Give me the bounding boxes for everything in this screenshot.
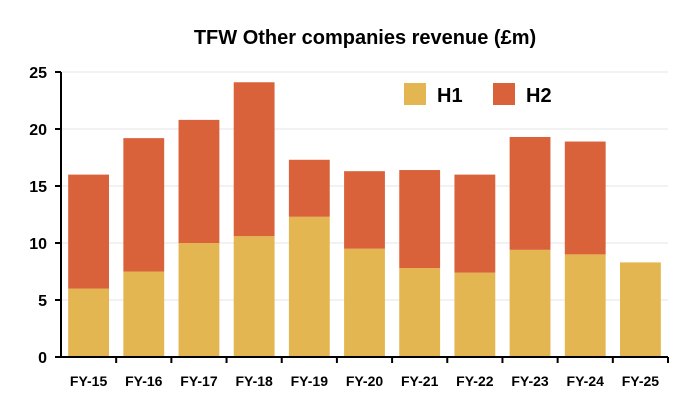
- bar-h2-fy-22: [454, 174, 496, 273]
- x-tick-label: FY-20: [346, 373, 384, 389]
- bar-h2-fy-21: [399, 170, 441, 269]
- bar-h2-fy-23: [509, 136, 551, 250]
- legend-label-h2: H2: [526, 85, 552, 107]
- bar-h2-fy-20: [344, 171, 385, 249]
- x-tick-label: FY-15: [70, 373, 108, 389]
- y-tick-label: 25: [29, 65, 47, 82]
- bar-h1-fy-19: [288, 216, 330, 357]
- bar-h1-fy-25: [619, 262, 661, 357]
- axes: 0 5 10 15 20 25 FY-15 FY-16 FY-17 FY-18 FY-19 FY-20…: [29, 65, 669, 389]
- bar-h2-fy-17: [178, 119, 220, 243]
- bar-h2-fy-19: [288, 159, 330, 217]
- x-tick-label: FY-22: [456, 373, 494, 389]
- bar-h1-fy-15: [68, 288, 110, 357]
- y-tick-label: 20: [29, 122, 47, 139]
- bar-h1-fy-17: [178, 243, 220, 357]
- x-tick-label: FY-23: [511, 373, 549, 389]
- x-tick-label: FY-21: [401, 373, 439, 389]
- x-tick-label: FY-17: [180, 373, 218, 389]
- bar-h1-fy-22: [454, 272, 496, 357]
- bars: [68, 82, 661, 357]
- x-tick-label: FY-16: [125, 373, 163, 389]
- bar-h2-fy-18: [233, 82, 275, 237]
- bar-h1-fy-23: [509, 249, 551, 357]
- bar-h1-fy-21: [399, 268, 441, 357]
- bar-h2-fy-15: [68, 174, 110, 289]
- bar-h2-fy-16: [123, 138, 165, 272]
- legend-swatch-h1: [404, 83, 426, 105]
- y-tick-label: 15: [29, 179, 47, 196]
- chart-title: TFW Other companies revenue (£m): [194, 27, 536, 49]
- legend: H1 H2: [404, 83, 552, 107]
- y-tick-label: 0: [38, 350, 47, 367]
- y-tick-label: 5: [38, 293, 47, 310]
- bar-h2-fy-24: [564, 141, 606, 255]
- x-tick-label: FY-19: [291, 373, 329, 389]
- legend-swatch-h2: [493, 83, 515, 105]
- y-tick-label: 10: [29, 236, 47, 253]
- x-tick-label: FY-24: [567, 373, 605, 389]
- bar-h1-fy-24: [564, 254, 606, 357]
- bar-h1-fy-16: [123, 271, 165, 357]
- legend-label-h1: H1: [437, 85, 463, 107]
- x-tick-label: FY-18: [235, 373, 273, 389]
- bar-h1-fy-20: [344, 248, 385, 357]
- bar-h1-fy-18: [233, 236, 275, 357]
- x-tick-label: FY-25: [622, 373, 660, 389]
